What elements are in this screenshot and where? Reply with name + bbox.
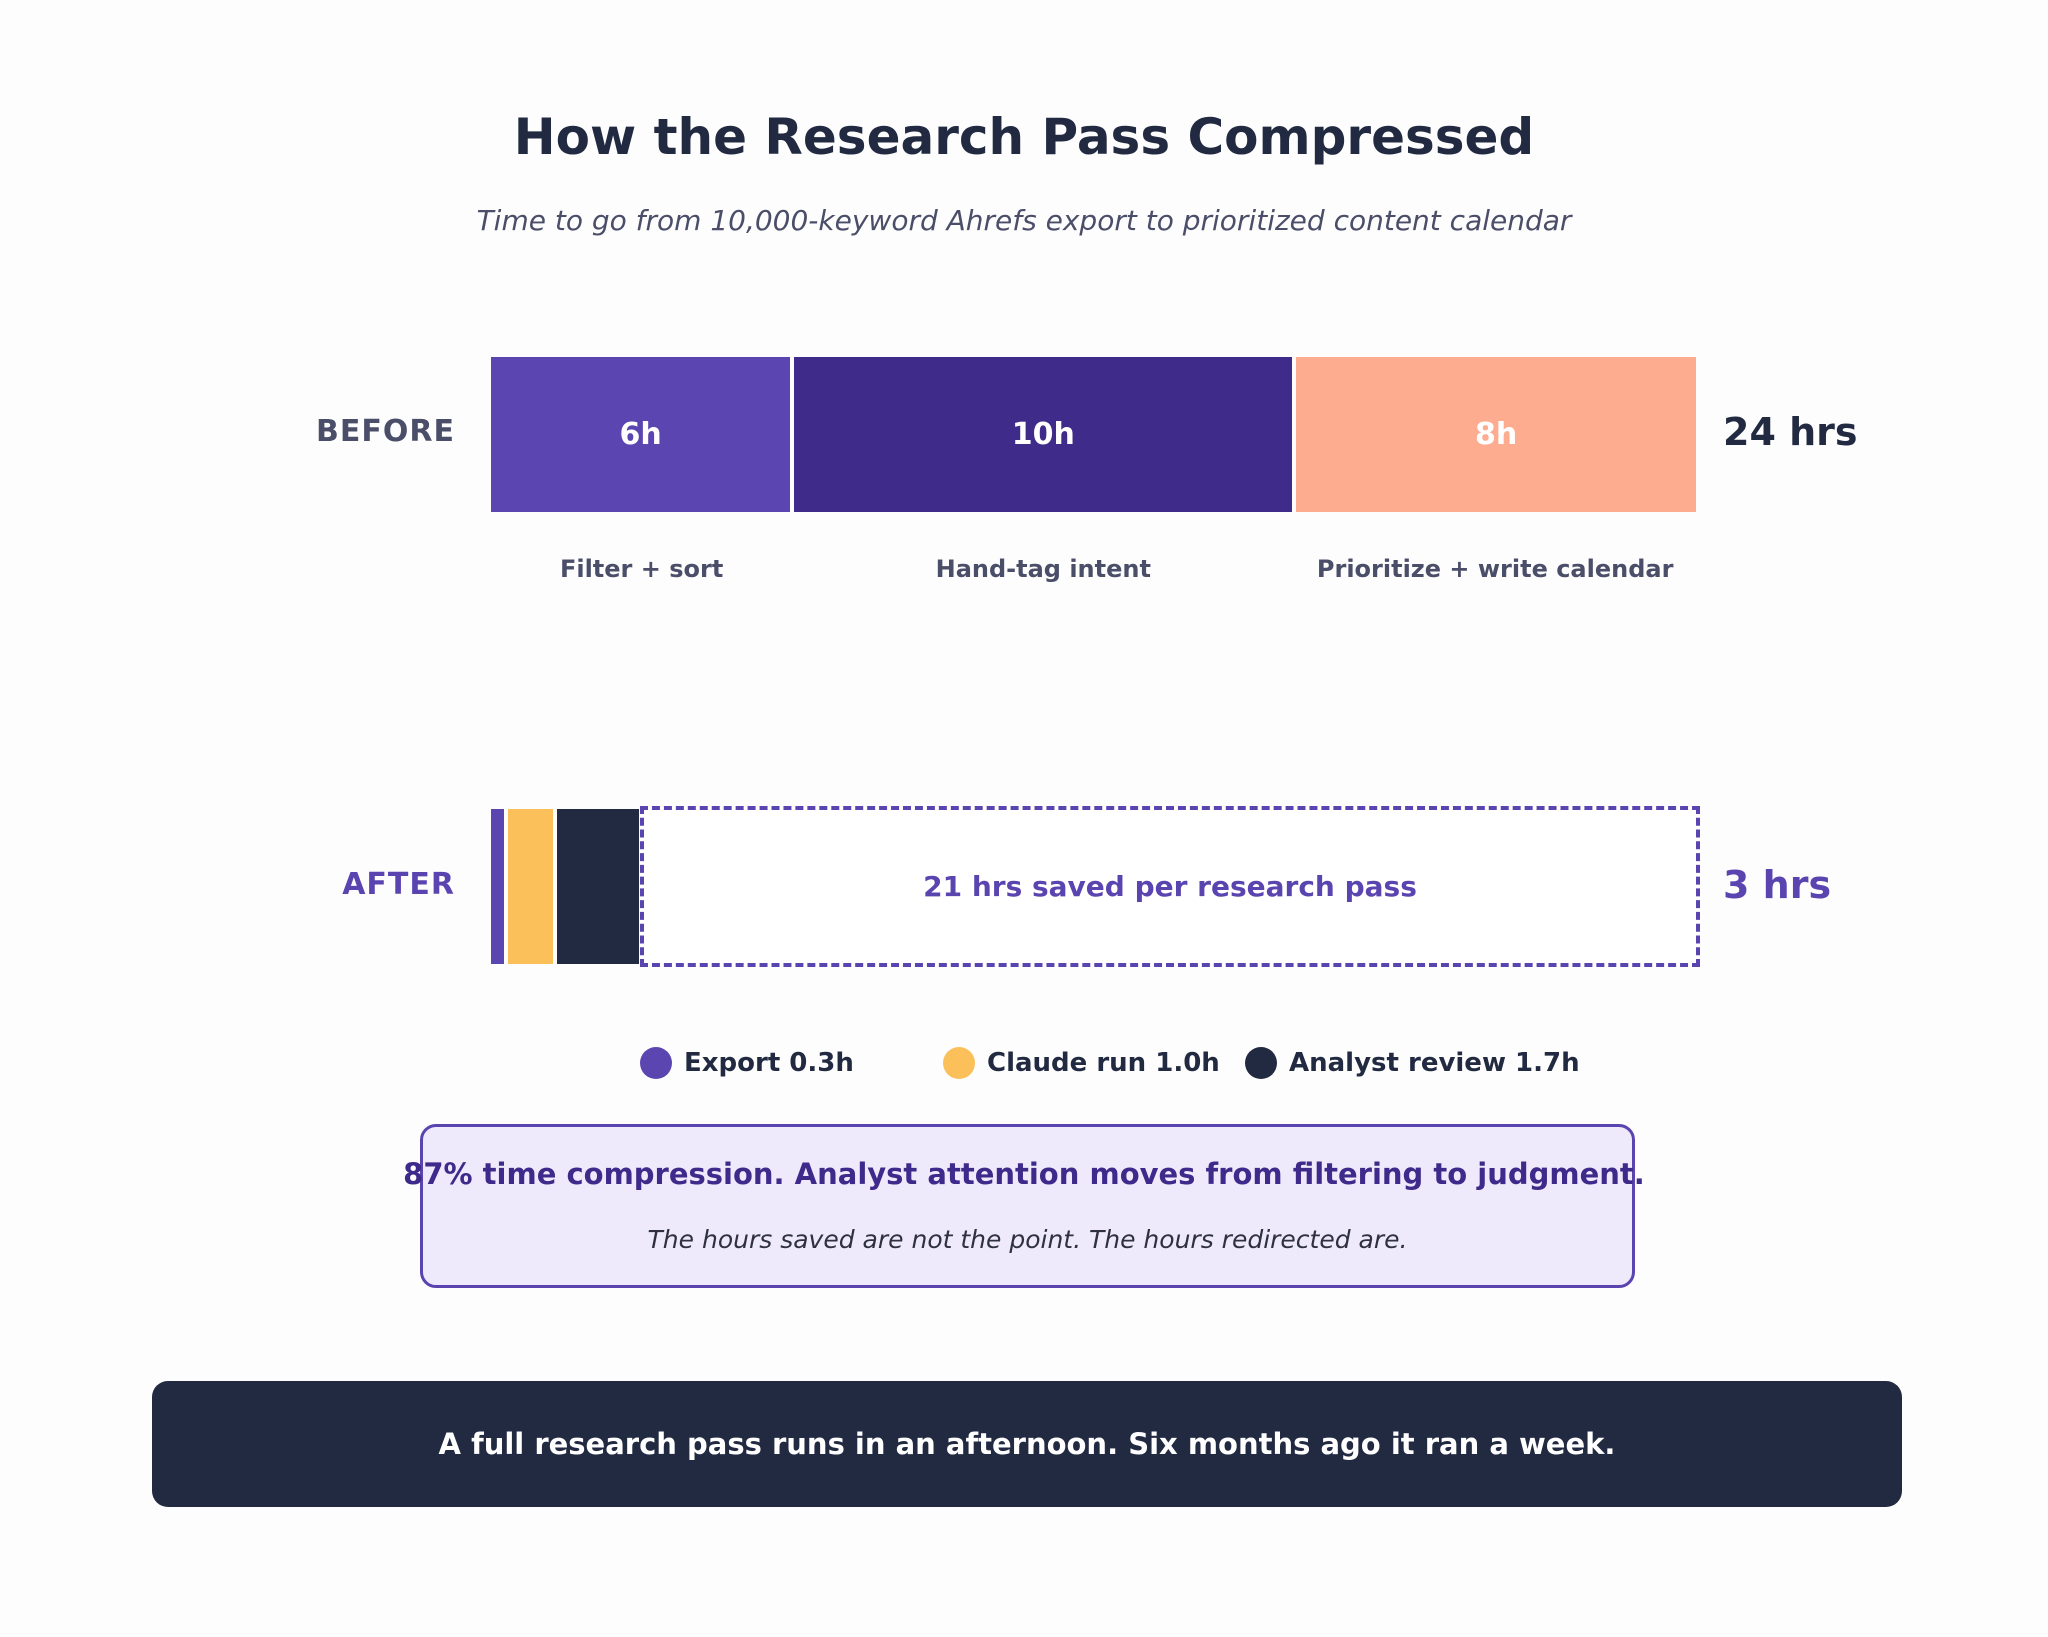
time-saved-label: 21 hrs saved per research pass [923,870,1417,903]
before-total-label: 24 hrs [1723,410,1858,454]
after-total-label: 3 hrs [1723,863,1832,907]
legend-item-claude-run: Claude run 1.0h [943,1047,1220,1079]
after-bar-segment-3 [557,809,639,964]
callout-subline: The hours saved are not the point. The h… [647,1225,1408,1254]
banner-text: A full research pass runs in an afternoo… [438,1427,1616,1461]
legend-item-export: Export 0.3h [640,1047,854,1079]
after-bar-segment-1 [491,809,504,964]
after-row-label: AFTER [342,867,455,902]
legend-swatch-analyst-review [1245,1047,1277,1079]
after-bar-segment-2 [507,809,554,964]
before-bar-segment-1: 6h [491,357,791,512]
chart-subtitle: Time to go from 10,000-keyword Ahrefs ex… [476,204,1572,237]
legend-swatch-claude-run [943,1047,975,1079]
chart-title: How the Research Pass Compressed [513,108,1535,166]
before-segment-caption-3: Prioritize + write calendar [1316,555,1674,583]
callout-box [420,1124,1635,1288]
legend-swatch-export [640,1047,672,1079]
before-row-label: BEFORE [316,414,455,449]
before-bar-segment-2: 10h [794,357,1293,512]
before-bar-value-label-2: 10h [1011,417,1075,452]
bottom-banner: A full research pass runs in an afternoo… [152,1381,1902,1507]
legend-label-analyst-review: Analyst review 1.7h [1289,1048,1580,1078]
before-segment-caption-2: Hand-tag intent [935,555,1151,583]
before-bar-value-label-3: 8h [1475,417,1518,452]
legend-label-export: Export 0.3h [684,1048,854,1078]
legend-label-claude-run: Claude run 1.0h [987,1048,1220,1078]
before-segment-caption-1: Filter + sort [559,555,724,583]
legend-item-analyst-review: Analyst review 1.7h [1245,1047,1580,1079]
before-bar-segment-3: 8h [1296,357,1696,512]
before-bar-value-label-1: 6h [619,417,662,452]
time-saved-box: 21 hrs saved per research pass [640,806,1700,967]
callout-headline: 87% time compression. Analyst attention … [403,1157,1645,1191]
